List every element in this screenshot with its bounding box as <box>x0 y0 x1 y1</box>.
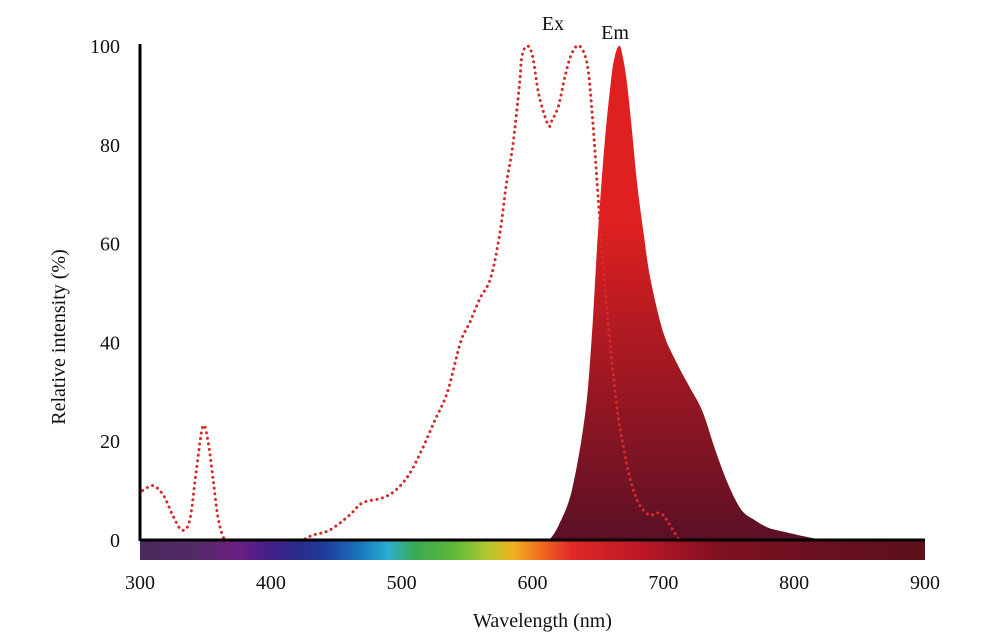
series-ex-line <box>141 44 681 543</box>
x-tick-label: 600 <box>518 572 548 594</box>
y-tick-label: 100 <box>90 36 120 58</box>
x-tick-label: 700 <box>648 572 678 594</box>
y-tick-label: 40 <box>100 332 120 354</box>
series-em-area <box>549 45 823 541</box>
x-tick-label: 300 <box>125 572 155 594</box>
y-axis-title: Relative intensity (%) <box>48 249 70 425</box>
x-tick-labels: 300 400 500 600 700 800 900 <box>125 572 940 594</box>
x-axis-title: Wavelength (nm) <box>473 610 612 632</box>
series-label-ex: Ex <box>542 13 564 35</box>
x-tick-label: 900 <box>910 572 940 594</box>
y-tick-labels: 0 20 40 60 80 100 <box>90 36 120 552</box>
y-tick-label: 0 <box>110 530 120 552</box>
y-tick-label: 80 <box>100 135 120 157</box>
x-tick-label: 500 <box>387 572 417 594</box>
y-tick-label: 20 <box>100 431 120 453</box>
x-tick-label: 400 <box>256 572 286 594</box>
x-tick-label: 800 <box>779 572 809 594</box>
spectrum-bar <box>140 540 925 560</box>
series-label-em: Em <box>601 22 629 44</box>
y-tick-label: 60 <box>100 234 120 256</box>
